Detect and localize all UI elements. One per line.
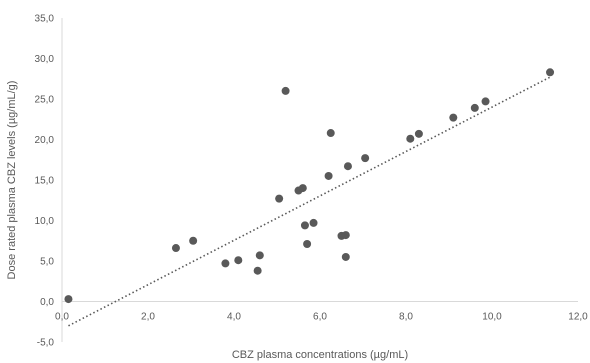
data-point <box>171 244 180 253</box>
data-point <box>255 251 264 260</box>
x-tick-label: 10,0 <box>482 312 502 323</box>
data-point <box>326 129 335 138</box>
y-tick-label: 5,0 <box>40 257 54 268</box>
x-tick-label: 12,0 <box>568 312 588 323</box>
x-tick-label: 2,0 <box>141 312 155 323</box>
y-tick-label: 10,0 <box>35 216 55 227</box>
x-tick-label: 8,0 <box>399 312 413 323</box>
y-axis-title: Dose rated plasma CBZ levels (µg/mL/g) <box>6 81 18 280</box>
data-point <box>341 252 350 261</box>
data-point <box>470 103 479 112</box>
data-point <box>406 134 415 143</box>
y-tick-label: 30,0 <box>35 54 55 65</box>
x-tick-label: 6,0 <box>313 312 327 323</box>
x-tick-labels: 0,0 2,0 4,0 6,0 8,0 10,0 12,0 <box>55 312 588 323</box>
data-point <box>449 113 458 122</box>
y-tick-labels: -5,0 0,0 5,0 10,0 15,0 20,0 25,0 30,0 35,0 <box>35 14 55 349</box>
data-point <box>189 236 198 245</box>
data-point <box>221 259 230 268</box>
data-point <box>281 86 290 95</box>
x-tick-label: 0,0 <box>55 312 69 323</box>
x-axis-title: CBZ plasma concentrations (µg/mL) <box>232 349 408 361</box>
y-tick-label: 35,0 <box>35 14 55 25</box>
data-point <box>414 129 423 138</box>
y-tick-label: 15,0 <box>35 176 55 187</box>
data-point <box>303 239 312 248</box>
data-point <box>481 97 490 106</box>
data-point <box>234 256 243 265</box>
data-point <box>361 154 370 163</box>
data-point <box>546 68 555 77</box>
y-tick-label: 0,0 <box>40 297 54 308</box>
data-point <box>300 221 309 230</box>
data-points <box>64 68 555 304</box>
y-tick-label: 20,0 <box>35 135 55 146</box>
data-point <box>298 184 307 193</box>
y-tick-label: 25,0 <box>35 95 55 106</box>
data-point <box>341 231 350 240</box>
data-point <box>253 266 262 275</box>
data-point <box>64 295 73 304</box>
data-point <box>309 218 318 227</box>
trendline <box>68 76 551 327</box>
y-tick-label: -5,0 <box>37 338 55 349</box>
data-point <box>324 171 333 180</box>
data-point <box>343 162 352 171</box>
x-tick-label: 4,0 <box>227 312 241 323</box>
data-point <box>275 194 284 203</box>
trendline-line <box>68 76 551 327</box>
